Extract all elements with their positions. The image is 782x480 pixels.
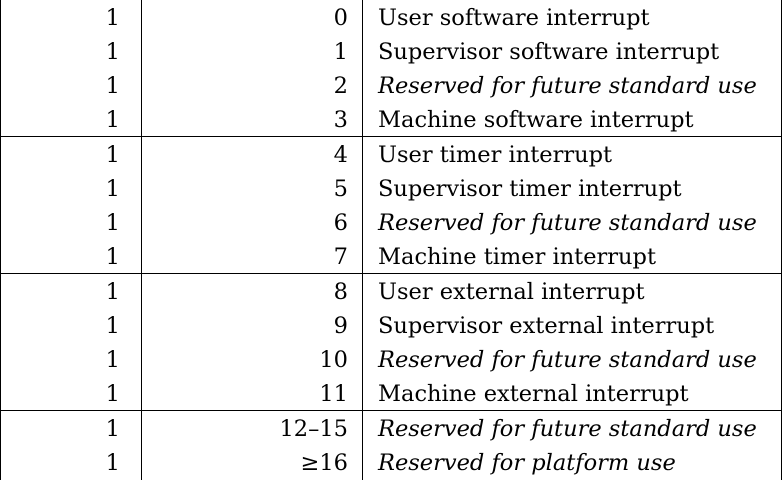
exception-code-cell: 9 bbox=[333, 313, 348, 339]
exception-code-cell: 2 bbox=[333, 73, 348, 99]
description-cell: Supervisor timer interrupt bbox=[378, 176, 682, 202]
description-cell: Reserved for future standard use bbox=[378, 416, 757, 442]
interrupt-cell: 1 bbox=[105, 39, 120, 65]
description-cell: Machine software interrupt bbox=[378, 107, 694, 133]
exception-code-cell: 5 bbox=[333, 176, 348, 202]
interrupt-cell: 1 bbox=[105, 279, 120, 305]
table-row: 1 5 Supervisor timer interrupt bbox=[0, 172, 782, 206]
exception-code-cell: 8 bbox=[333, 279, 348, 305]
description-cell: Reserved for future standard use bbox=[378, 347, 757, 373]
table-row: 1 0 User software interrupt bbox=[0, 1, 782, 35]
column-divider-code-description bbox=[362, 0, 363, 480]
description-cell: Machine external interrupt bbox=[378, 381, 689, 407]
table-row: 1 6 Reserved for future standard use bbox=[0, 206, 782, 240]
interrupt-cell: 1 bbox=[105, 416, 120, 442]
group-separator bbox=[0, 136, 782, 137]
exception-code-cell: 11 bbox=[319, 381, 348, 407]
group-separator bbox=[0, 273, 782, 274]
table-row: 1 12–15 Reserved for future standard use bbox=[0, 412, 782, 446]
description-cell: Supervisor external interrupt bbox=[378, 313, 715, 339]
exception-code-cell: 3 bbox=[333, 107, 348, 133]
description-cell: Supervisor software interrupt bbox=[378, 39, 720, 65]
table-row: 1 10 Reserved for future standard use bbox=[0, 343, 782, 377]
table-row: 1 4 User timer interrupt bbox=[0, 138, 782, 172]
table-row: 1 2 Reserved for future standard use bbox=[0, 69, 782, 103]
exception-code-cell: ≥16 bbox=[300, 450, 348, 476]
table-row: 1 3 Machine software interrupt bbox=[0, 103, 782, 137]
description-cell: User timer interrupt bbox=[378, 142, 613, 168]
table-left-border bbox=[0, 0, 1, 480]
table-row: 1 11 Machine external interrupt bbox=[0, 377, 782, 411]
table-row: 1 7 Machine timer interrupt bbox=[0, 240, 782, 274]
table-row: 1 ≥16 Reserved for platform use bbox=[0, 446, 782, 480]
description-cell: User external interrupt bbox=[378, 279, 645, 305]
interrupt-cell: 1 bbox=[105, 450, 120, 476]
table-row: 1 8 User external interrupt bbox=[0, 275, 782, 309]
exception-code-cell: 4 bbox=[333, 142, 348, 168]
description-cell: User software interrupt bbox=[378, 5, 650, 31]
table-row: 1 9 Supervisor external interrupt bbox=[0, 309, 782, 343]
exception-code-cell: 1 bbox=[333, 39, 348, 65]
interrupt-cell: 1 bbox=[105, 176, 120, 202]
interrupt-cell: 1 bbox=[105, 244, 120, 270]
interrupt-cell: 1 bbox=[105, 347, 120, 373]
description-cell: Machine timer interrupt bbox=[378, 244, 656, 270]
exception-code-cell: 6 bbox=[333, 210, 348, 236]
interrupt-cell: 1 bbox=[105, 73, 120, 99]
column-divider-interrupt-code bbox=[141, 0, 142, 480]
interrupt-cell: 1 bbox=[105, 210, 120, 236]
description-cell: Reserved for future standard use bbox=[378, 210, 757, 236]
exception-code-cell: 7 bbox=[333, 244, 348, 270]
exception-code-cell: 12–15 bbox=[279, 416, 348, 442]
exception-code-cell: 10 bbox=[319, 347, 348, 373]
group-separator bbox=[0, 410, 782, 411]
interrupt-cell: 1 bbox=[105, 142, 120, 168]
interrupt-cell: 1 bbox=[105, 5, 120, 31]
interrupt-cell: 1 bbox=[105, 107, 120, 133]
interrupt-cell: 1 bbox=[105, 381, 120, 407]
table-row: 1 1 Supervisor software interrupt bbox=[0, 35, 782, 69]
exception-code-cell: 0 bbox=[333, 5, 348, 31]
description-cell: Reserved for platform use bbox=[378, 450, 676, 476]
interrupt-cell: 1 bbox=[105, 313, 120, 339]
description-cell: Reserved for future standard use bbox=[378, 73, 757, 99]
